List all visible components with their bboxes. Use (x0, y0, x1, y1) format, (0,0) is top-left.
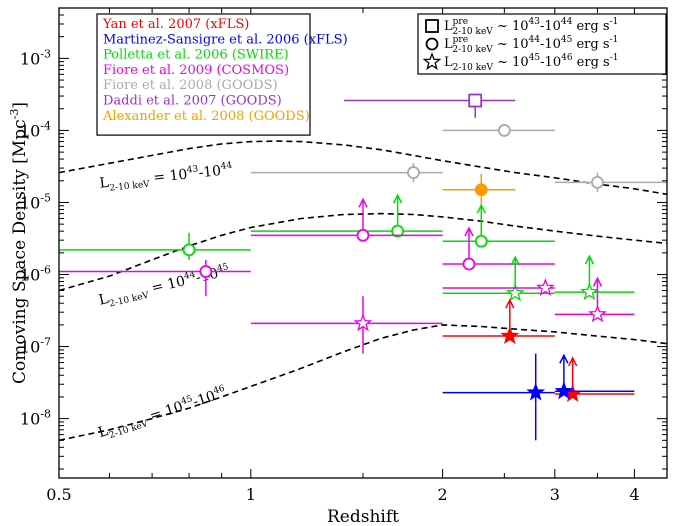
point-marker-circle (200, 266, 211, 277)
point-marker-circle (184, 244, 195, 255)
legend-entry: Polletta et al. 2006 (SWIRE) (103, 48, 289, 63)
point-marker-circle (476, 184, 487, 195)
y-axis-label: Comoving Space Density [Mpc-3] (8, 102, 30, 384)
point-marker-square (469, 95, 481, 107)
legend-entry: Yan et al. 2007 (xFLS) (102, 17, 249, 32)
x-tick-label: 3 (550, 485, 560, 504)
point-marker-circle (499, 125, 510, 136)
legend-entry: Fiore et al. 2009 (COSMOS) (103, 63, 289, 78)
legend-entry: Daddi et al. 2007 (GOODS) (103, 94, 282, 109)
legend-entry: Alexander et al. 2008 (GOODS) (102, 109, 310, 124)
legend-circle-icon (427, 39, 438, 50)
y-axis-label-tail: ] (10, 102, 30, 109)
point-marker-circle (476, 236, 487, 247)
x-axis-label: Redshift (327, 507, 399, 526)
legend-entry: Fiore et al. 2008 (GOODS) (103, 78, 278, 93)
reference-legend: Yan et al. 2007 (xFLS)Martinez-Sansigre … (97, 14, 348, 135)
point-marker-circle (463, 258, 474, 269)
point-marker-circle (358, 230, 369, 241)
x-tick-label: 4 (629, 485, 639, 504)
legend-square-icon (426, 20, 438, 32)
x-tick-label: 1 (246, 485, 256, 504)
x-tick-label: 0.5 (46, 485, 71, 504)
point-marker-circle (592, 177, 603, 188)
y-axis-label-exponent: -3 (8, 109, 21, 120)
point-marker-circle (408, 167, 419, 178)
x-tick-label: 2 (438, 485, 448, 504)
legend-entry: Martinez-Sansigre et al. 2006 (xFLS) (103, 32, 348, 47)
